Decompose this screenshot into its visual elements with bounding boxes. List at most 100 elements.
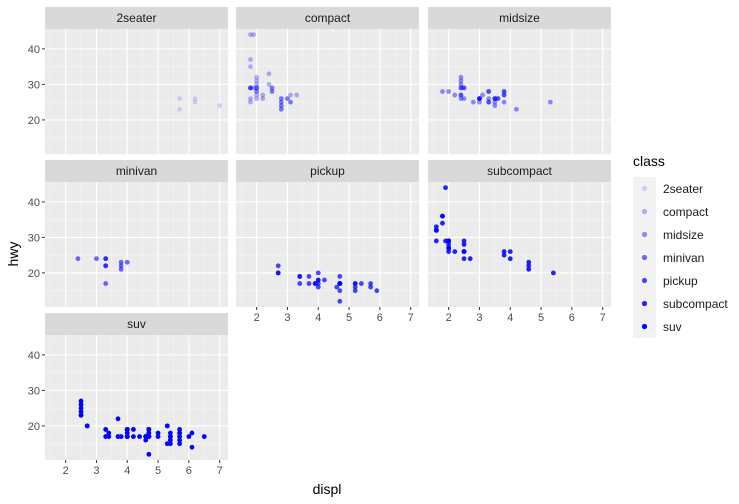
data-point: [248, 96, 253, 102]
data-point: [358, 281, 364, 286]
panel-background: [428, 182, 611, 307]
facet-panel-2seater: 2seater 20 30 40: [28, 7, 228, 154]
x-tick-label: 7: [217, 465, 223, 477]
data-point: [177, 441, 183, 447]
facet-strip: [45, 313, 228, 335]
data-point: [186, 434, 192, 439]
data-point: [278, 99, 284, 105]
data-point: [446, 238, 452, 244]
data-point: [251, 85, 256, 91]
data-point: [285, 96, 290, 102]
data-point: [486, 99, 492, 105]
legend-key: [633, 223, 656, 246]
data-point: [458, 85, 464, 91]
x-tick-label: 5: [538, 312, 544, 324]
data-point: [501, 249, 507, 255]
y-tick-label: 40: [28, 197, 40, 209]
x-tick-label: 3: [284, 312, 290, 324]
legend-label: pickup: [663, 274, 698, 288]
data-point: [260, 92, 266, 98]
data-point: [452, 249, 458, 255]
data-point: [461, 238, 467, 244]
data-point: [254, 85, 260, 91]
data-point: [177, 430, 183, 436]
data-point: [201, 434, 207, 439]
facet-strip-label: subcompact: [487, 164, 552, 178]
data-point: [461, 85, 467, 91]
data-point: [177, 96, 183, 102]
facet-strip: [236, 160, 419, 182]
data-point: [269, 85, 275, 91]
data-point: [461, 242, 467, 247]
data-point: [177, 106, 183, 112]
data-point: [547, 99, 553, 105]
facet-panel-compact: compact: [236, 7, 419, 154]
data-point: [146, 430, 152, 436]
data-point: [526, 263, 532, 269]
legend-label: midsize: [663, 228, 704, 242]
data-point: [446, 89, 452, 94]
data-point: [492, 96, 498, 102]
legend-swatch: [641, 323, 648, 330]
data-point: [254, 92, 260, 98]
data-point: [458, 81, 464, 87]
data-point: [248, 85, 253, 91]
data-point: [192, 99, 198, 105]
panel-background: [236, 29, 419, 154]
facet-strip-label: minivan: [116, 164, 157, 178]
data-point: [492, 103, 498, 109]
data-point: [446, 245, 452, 251]
y-tick-label: 40: [28, 44, 40, 56]
data-point: [217, 103, 223, 109]
data-point: [446, 242, 452, 247]
data-point: [458, 96, 464, 102]
facet-panel-minivan: minivan 20 30 40: [28, 160, 228, 307]
y-tick-label: 20: [28, 115, 40, 127]
data-point: [78, 398, 84, 404]
data-point: [337, 281, 343, 286]
data-point: [254, 74, 260, 80]
data-point: [315, 277, 321, 283]
panel-background: [428, 29, 611, 154]
data-point: [103, 263, 109, 269]
data-point: [103, 281, 109, 286]
y-tick-label: 20: [28, 268, 40, 280]
data-point: [467, 256, 473, 262]
x-tick-label: 6: [377, 312, 383, 324]
data-point: [458, 78, 464, 84]
panel-background: [45, 29, 228, 154]
data-point: [275, 263, 281, 269]
legend-key: [633, 177, 656, 200]
y-tick-label: 30: [28, 79, 40, 91]
data-point: [189, 430, 195, 436]
facet-panel-midsize: midsize: [428, 7, 611, 154]
data-point: [167, 434, 173, 439]
data-point: [278, 96, 284, 102]
data-point: [269, 89, 275, 94]
data-point: [306, 281, 312, 286]
data-point: [477, 96, 482, 102]
data-point: [75, 256, 81, 262]
data-point: [254, 81, 260, 87]
x-tick-label: 7: [408, 312, 414, 324]
x-tick-label: 4: [315, 312, 321, 324]
data-point: [278, 106, 284, 112]
legend-label: suv: [663, 320, 682, 334]
data-point: [486, 96, 492, 102]
data-point: [526, 259, 532, 265]
data-point: [433, 224, 439, 230]
data-point: [254, 78, 260, 84]
data-point: [288, 99, 293, 105]
data-point: [492, 96, 498, 102]
data-point: [146, 451, 152, 457]
data-point: [352, 281, 358, 286]
data-point: [352, 284, 358, 290]
data-point: [124, 259, 130, 265]
data-point: [106, 430, 112, 436]
data-point: [155, 430, 161, 436]
legend-swatch: [641, 300, 648, 307]
data-point: [526, 266, 532, 272]
data-point: [275, 270, 281, 276]
data-point: [167, 441, 173, 447]
data-point: [458, 74, 464, 80]
